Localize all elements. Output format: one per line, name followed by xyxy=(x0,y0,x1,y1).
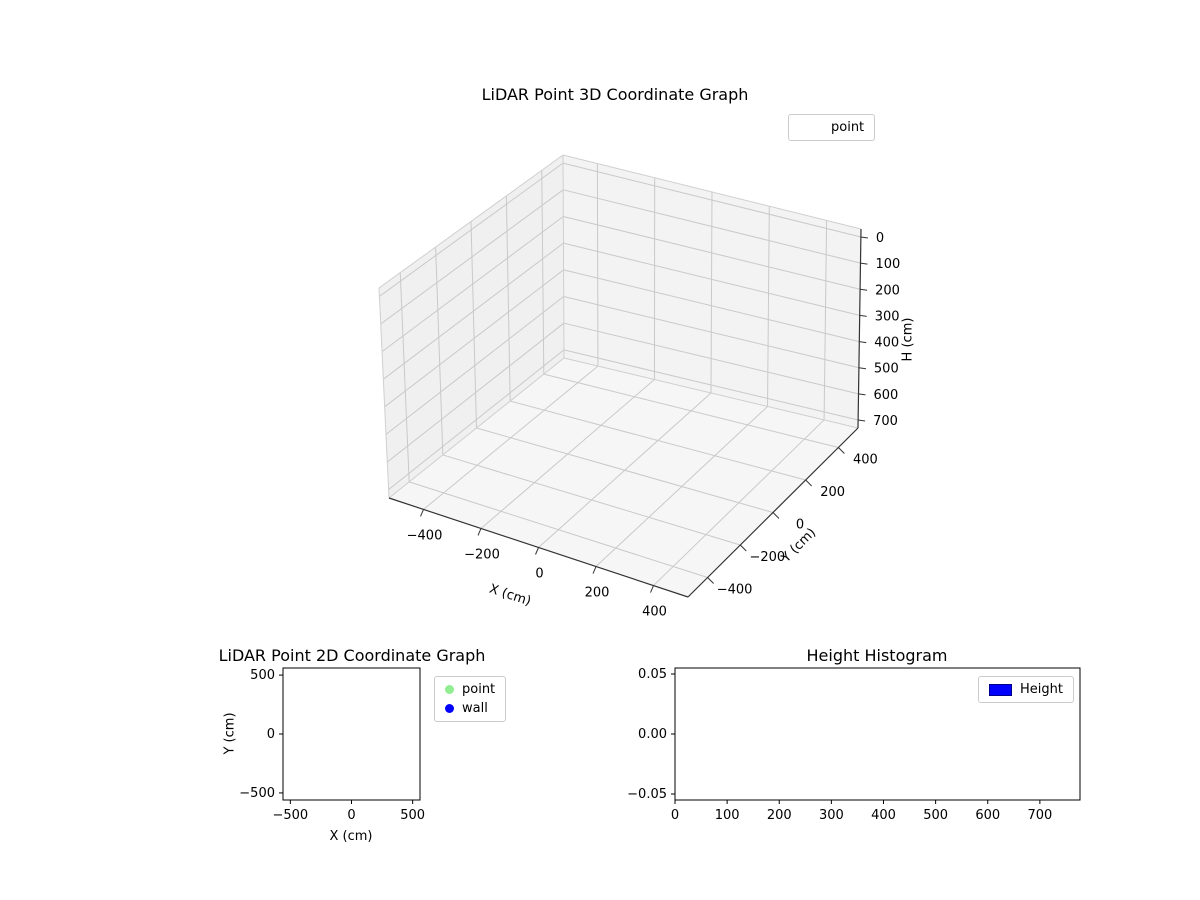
plot3d-legend: point xyxy=(788,114,876,141)
tick-label: 300 xyxy=(875,309,900,324)
tick-label: 0.05 xyxy=(638,667,667,682)
legend-label: point xyxy=(831,120,865,135)
tick-label: 500 xyxy=(250,668,275,683)
plot3d-ticks: −400 −200 0 200 400 −400 −200 0 200 400 0 100 200 300… xyxy=(407,231,901,620)
tick-label: 500 xyxy=(874,362,899,377)
empty-marker-icon xyxy=(799,123,823,133)
plot3d-panes xyxy=(379,155,861,597)
tick-label: 0 xyxy=(796,518,804,533)
tick-label: 0 xyxy=(347,808,355,823)
plot2d-yaxis-label: Y (cm) xyxy=(222,712,238,755)
plot3d-zaxis-label: H (cm) xyxy=(900,317,916,362)
tick-label: 600 xyxy=(975,808,1000,823)
plot2d-legend: point wall xyxy=(434,676,507,722)
plot3d-grid xyxy=(379,162,862,586)
tick-label: −400 xyxy=(407,528,443,543)
point-marker-icon xyxy=(445,685,454,694)
tick-label: 200 xyxy=(820,485,845,500)
legend-label: wall xyxy=(462,701,488,716)
legend-entry-wall: wall xyxy=(443,699,497,718)
plot2d-title: LiDAR Point 2D Coordinate Graph xyxy=(218,646,486,665)
plot2d-axes: −500 0 500 500 0 −500 xyxy=(239,667,425,823)
tick-label: 200 xyxy=(767,808,792,823)
legend-label: point xyxy=(462,682,496,697)
tick-label: 0 xyxy=(535,567,543,582)
tick-label: 500 xyxy=(400,808,425,823)
tick-label: 400 xyxy=(871,808,896,823)
tick-label: −500 xyxy=(239,786,275,801)
tick-label: 200 xyxy=(875,283,900,298)
tick-label: −0.05 xyxy=(627,787,667,802)
legend-entry-point: point xyxy=(443,680,497,699)
tick-label: 600 xyxy=(874,388,899,403)
tick-label: 0.00 xyxy=(638,727,667,742)
tick-label: 100 xyxy=(715,808,740,823)
tick-label: 300 xyxy=(819,808,844,823)
histogram-legend: Height xyxy=(978,676,1074,703)
tick-label: −200 xyxy=(464,547,500,562)
plot2d-xaxis-label: X (cm) xyxy=(329,829,373,844)
histogram-title: Height Histogram xyxy=(806,646,948,665)
tick-label: 400 xyxy=(853,453,878,468)
legend-label: Height xyxy=(1020,682,1063,697)
plot3d-title: LiDAR Point 3D Coordinate Graph xyxy=(481,85,749,104)
tick-label: 400 xyxy=(874,336,899,351)
tick-label: 500 xyxy=(923,808,948,823)
legend-entry-height: Height xyxy=(987,680,1065,699)
tick-label: 100 xyxy=(875,257,900,272)
tick-label: 700 xyxy=(1027,808,1052,823)
height-bar-icon xyxy=(989,683,1012,696)
tick-label: 400 xyxy=(642,605,667,620)
legend-entry-point3d: point xyxy=(797,118,866,137)
tick-label: −500 xyxy=(272,808,308,823)
plot3d-pane-edges xyxy=(378,154,862,499)
wall-marker-icon xyxy=(445,704,454,713)
tick-label: −200 xyxy=(749,550,785,565)
tick-label: 0 xyxy=(267,727,275,742)
tick-label: 0 xyxy=(876,231,884,246)
tick-label: 200 xyxy=(585,586,610,601)
tick-label: 700 xyxy=(873,414,898,429)
tick-label: −400 xyxy=(717,583,753,598)
tick-label: 0 xyxy=(671,808,679,823)
